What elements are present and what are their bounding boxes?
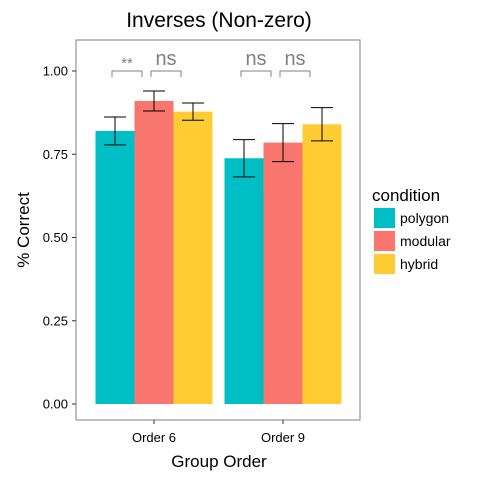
x-axis: Order 6 Order 9 <box>132 420 305 445</box>
significance-label: ns <box>284 48 305 70</box>
significance-bracket: ** <box>111 55 143 77</box>
error-bar <box>233 139 255 178</box>
significance-annotations: ** ns ns ns <box>111 48 311 77</box>
x-tick-label: Order 6 <box>132 430 176 445</box>
significance-label: ns <box>155 48 176 70</box>
bar-modular <box>263 142 303 404</box>
y-axis: 0.00 0.25 0.50 0.75 1.00 <box>43 64 76 412</box>
error-bar <box>143 90 165 112</box>
significance-label: ** <box>121 55 133 72</box>
legend-label: modular <box>400 233 451 249</box>
legend-items: polygon modular hybrid <box>372 206 451 276</box>
bar-modular <box>134 100 174 404</box>
legend-swatch <box>374 254 395 274</box>
legend-swatch <box>374 231 395 251</box>
bars <box>95 100 342 404</box>
error-bar <box>311 107 333 142</box>
significance-bracket: ns <box>240 48 272 77</box>
bar-hybrid <box>173 111 213 404</box>
y-tick-label: 1.00 <box>43 64 68 79</box>
y-tick-label: 0.75 <box>43 147 68 162</box>
legend-title: condition <box>372 186 440 205</box>
legend-item-hybrid: hybrid <box>372 252 438 276</box>
legend-item-modular: modular <box>372 229 451 253</box>
error-bar <box>272 123 294 163</box>
legend-item-polygon: polygon <box>372 206 449 230</box>
legend-label: polygon <box>400 210 449 226</box>
error-bar <box>182 102 204 121</box>
significance-bracket: ns <box>150 48 182 77</box>
chart-title: Inverses (Non-zero) <box>126 9 312 32</box>
y-tick-label: 0.50 <box>43 230 68 245</box>
y-tick-label: 0.25 <box>43 313 68 328</box>
significance-bracket: ns <box>279 48 311 77</box>
bar-polygon <box>95 130 135 404</box>
error-bar <box>104 116 126 146</box>
bar-polygon <box>224 158 264 404</box>
significance-label: ns <box>245 48 266 70</box>
legend-label: hybrid <box>400 256 438 272</box>
y-axis-title: % Correct <box>14 192 33 268</box>
legend: condition polygon modular hybrid <box>372 186 451 276</box>
x-axis-title: Group Order <box>171 452 267 471</box>
x-tick-label: Order 9 <box>261 430 305 445</box>
y-tick-label: 0.00 <box>43 397 68 412</box>
legend-swatch <box>374 208 395 228</box>
bar-hybrid <box>302 124 342 404</box>
error-bars <box>104 90 333 178</box>
